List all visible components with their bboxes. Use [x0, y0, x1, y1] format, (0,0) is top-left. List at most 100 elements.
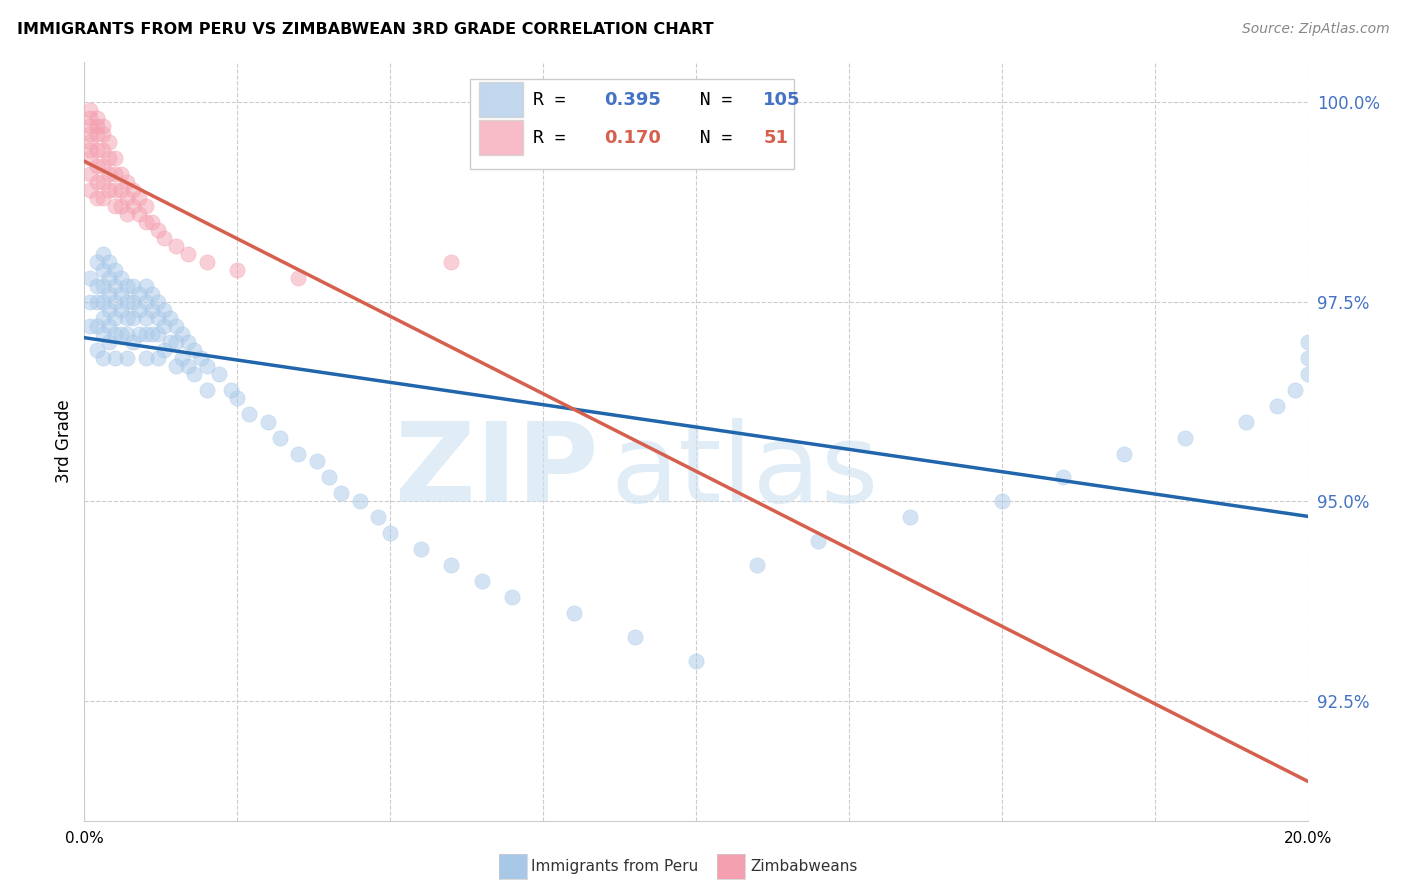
Text: IMMIGRANTS FROM PERU VS ZIMBABWEAN 3RD GRADE CORRELATION CHART: IMMIGRANTS FROM PERU VS ZIMBABWEAN 3RD G…	[17, 22, 713, 37]
Point	[135, 310, 157, 325]
Point	[177, 359, 200, 373]
Point	[183, 367, 205, 381]
Point	[97, 271, 120, 285]
FancyBboxPatch shape	[479, 82, 523, 117]
Point	[86, 279, 108, 293]
Point	[1236, 415, 1258, 429]
Point	[91, 128, 114, 142]
Point	[135, 294, 157, 309]
Point	[97, 255, 120, 269]
Point	[195, 383, 218, 397]
Point	[172, 326, 194, 341]
Point	[122, 279, 145, 293]
Point	[172, 351, 194, 365]
Point	[1174, 431, 1197, 445]
Point	[115, 351, 138, 365]
Point	[91, 263, 114, 277]
Point	[104, 263, 127, 277]
Point	[305, 454, 328, 468]
Point	[104, 183, 127, 197]
Point	[367, 510, 389, 524]
Point	[79, 318, 101, 333]
Point	[115, 326, 138, 341]
Point	[97, 151, 120, 165]
Point	[91, 247, 114, 261]
Point	[91, 279, 114, 293]
Point	[1296, 351, 1319, 365]
Point	[165, 318, 187, 333]
Point	[195, 359, 218, 373]
Point	[79, 120, 101, 134]
Point	[97, 302, 120, 317]
Point	[122, 310, 145, 325]
Text: 0.395: 0.395	[605, 91, 661, 110]
Point	[219, 383, 242, 397]
Point	[79, 294, 101, 309]
Point	[86, 175, 108, 189]
Point	[97, 334, 120, 349]
Point	[97, 318, 120, 333]
Point	[86, 255, 108, 269]
Point	[91, 120, 114, 134]
Point	[141, 286, 163, 301]
Point	[380, 526, 402, 541]
Point	[269, 431, 291, 445]
Point	[79, 103, 101, 118]
Point	[79, 167, 101, 181]
FancyBboxPatch shape	[470, 79, 794, 169]
Point	[1114, 446, 1136, 460]
Point	[257, 415, 280, 429]
Point	[110, 199, 132, 213]
Point	[91, 310, 114, 325]
Point	[79, 183, 101, 197]
Point	[747, 558, 769, 573]
Point	[287, 271, 309, 285]
Point	[128, 191, 150, 205]
Point	[79, 143, 101, 157]
Point	[79, 112, 101, 126]
Point	[440, 558, 463, 573]
Point	[115, 294, 138, 309]
Point	[115, 279, 138, 293]
Point	[79, 271, 101, 285]
Text: Zimbabweans: Zimbabweans	[751, 859, 858, 873]
Point	[135, 215, 157, 229]
Point	[208, 367, 231, 381]
Point	[122, 334, 145, 349]
Point	[153, 343, 176, 357]
Point	[86, 128, 108, 142]
Text: R =: R =	[533, 129, 576, 147]
Point	[226, 391, 249, 405]
Point	[1052, 470, 1074, 484]
Text: 105: 105	[763, 91, 801, 110]
Point	[104, 310, 127, 325]
Point	[86, 191, 108, 205]
Point	[991, 494, 1014, 508]
Point	[159, 334, 181, 349]
Point	[86, 143, 108, 157]
Point	[79, 135, 101, 149]
Text: R =: R =	[533, 91, 576, 110]
Point	[110, 183, 132, 197]
Point	[195, 255, 218, 269]
Point	[104, 151, 127, 165]
Text: atlas: atlas	[610, 418, 879, 525]
Point	[86, 159, 108, 173]
Point	[1296, 334, 1319, 349]
Point	[122, 294, 145, 309]
Text: 51: 51	[763, 129, 789, 147]
Point	[104, 167, 127, 181]
Point	[110, 326, 132, 341]
Point	[104, 279, 127, 293]
Point	[86, 112, 108, 126]
Point	[146, 294, 169, 309]
Point	[104, 294, 127, 309]
Point	[183, 343, 205, 357]
Point	[159, 310, 181, 325]
Point	[115, 207, 138, 221]
Point	[91, 326, 114, 341]
Point	[97, 135, 120, 149]
Point	[91, 351, 114, 365]
Point	[177, 247, 200, 261]
Point	[349, 494, 371, 508]
